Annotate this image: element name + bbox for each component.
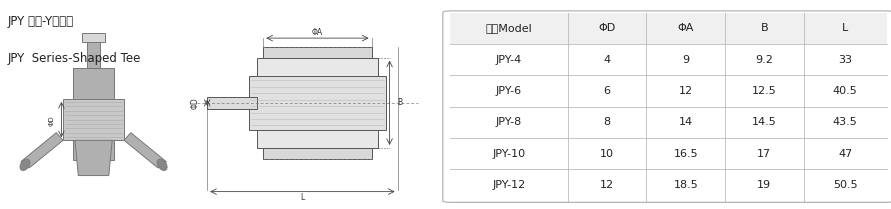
Text: ΦD: ΦD xyxy=(191,97,200,109)
Text: 50.5: 50.5 xyxy=(833,180,857,190)
Text: 型号Model: 型号Model xyxy=(486,23,532,33)
Text: 19: 19 xyxy=(757,180,772,190)
Polygon shape xyxy=(86,42,101,68)
Ellipse shape xyxy=(20,159,30,171)
Text: 16.5: 16.5 xyxy=(674,149,698,159)
Text: 33: 33 xyxy=(838,55,852,65)
Polygon shape xyxy=(264,148,372,158)
Text: ΦA: ΦA xyxy=(677,23,694,33)
Polygon shape xyxy=(264,47,372,58)
Polygon shape xyxy=(75,140,112,176)
Ellipse shape xyxy=(157,159,168,171)
Text: 43.5: 43.5 xyxy=(833,117,857,127)
Text: JPY-4: JPY-4 xyxy=(495,55,522,65)
Text: 12.5: 12.5 xyxy=(752,86,777,96)
Text: B: B xyxy=(397,98,402,107)
Polygon shape xyxy=(20,133,63,168)
Text: L: L xyxy=(300,193,305,202)
Text: JPY-6: JPY-6 xyxy=(495,86,522,96)
Text: B: B xyxy=(761,23,768,33)
Text: 40.5: 40.5 xyxy=(833,86,857,96)
Text: ΦD: ΦD xyxy=(599,23,616,33)
Text: 12: 12 xyxy=(600,180,614,190)
Polygon shape xyxy=(124,133,167,168)
Text: ΦA: ΦA xyxy=(312,28,323,37)
Text: 4: 4 xyxy=(603,55,610,65)
Text: 10: 10 xyxy=(601,149,614,159)
Text: 9.2: 9.2 xyxy=(756,55,773,65)
Text: JPY-10: JPY-10 xyxy=(493,149,526,159)
Polygon shape xyxy=(207,97,257,109)
Text: L: L xyxy=(842,23,848,33)
Polygon shape xyxy=(82,33,105,42)
Text: 17: 17 xyxy=(757,149,772,159)
Text: 9: 9 xyxy=(683,55,690,65)
Text: ΦD: ΦD xyxy=(48,115,54,126)
Text: 47: 47 xyxy=(838,149,852,159)
Polygon shape xyxy=(249,76,386,130)
Text: 12: 12 xyxy=(679,86,693,96)
Polygon shape xyxy=(257,58,378,148)
Text: 18.5: 18.5 xyxy=(674,180,698,190)
Text: JPY-12: JPY-12 xyxy=(492,180,526,190)
Text: 8: 8 xyxy=(603,117,610,127)
Text: 6: 6 xyxy=(603,86,610,96)
Text: JPY 系列-Y型三通: JPY 系列-Y型三通 xyxy=(7,15,73,28)
Text: JPY  Series-Shaped Tee: JPY Series-Shaped Tee xyxy=(7,52,141,65)
Text: 14: 14 xyxy=(679,117,693,127)
Text: 14.5: 14.5 xyxy=(752,117,777,127)
Polygon shape xyxy=(63,99,124,140)
Polygon shape xyxy=(73,68,114,160)
Text: JPY-8: JPY-8 xyxy=(495,117,522,127)
